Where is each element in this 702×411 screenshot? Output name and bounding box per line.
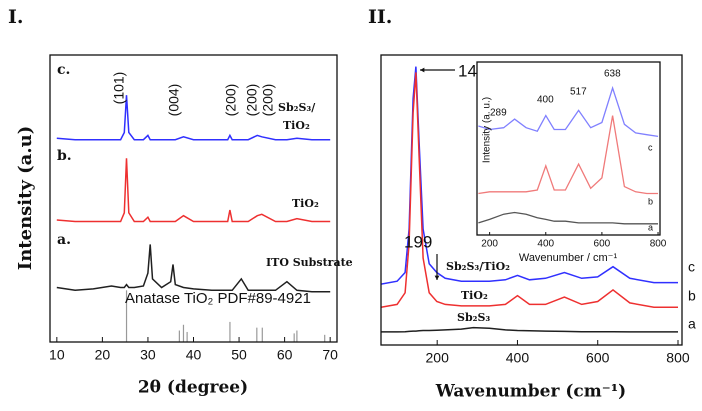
annotation: TiO₂	[283, 119, 310, 132]
x-tick-label: 200	[426, 350, 450, 366]
panel-label: II.	[368, 6, 392, 28]
x-tick-label: 400	[537, 239, 554, 250]
x-tick-label: 50	[231, 347, 247, 363]
series-line	[380, 66, 678, 285]
y-axis-label: Intensity (a. u.)	[482, 97, 493, 163]
annotation: 517	[570, 87, 587, 98]
series-label: a	[688, 316, 696, 332]
x-tick-label: 40	[186, 347, 202, 363]
arrow-head	[434, 275, 440, 280]
series-label: a	[648, 222, 653, 232]
annotation: Sb₂S₃/	[278, 101, 316, 114]
x-tick-label: 20	[95, 347, 111, 363]
y-axis-label: Intensity (a.u)	[15, 126, 36, 270]
x-tick-label: 10	[49, 347, 65, 363]
annotation: (004)	[166, 84, 182, 117]
annotation: Sb₂S₃	[457, 311, 490, 324]
series-label: c.	[57, 62, 70, 78]
series-label: b	[648, 196, 653, 206]
annotation: TiO₂	[292, 197, 319, 210]
series-line	[56, 244, 331, 293]
x-tick-label: 200	[481, 239, 498, 250]
annotation: (200)	[223, 84, 239, 117]
panel-label: I.	[8, 6, 24, 28]
annotation: (101)	[111, 72, 127, 105]
x-tick-label: 600	[586, 350, 610, 366]
reference-label: Anatase TiO₂ PDF#89-4921	[125, 290, 311, 307]
annotation: TiO₂	[461, 289, 488, 302]
series-label: b	[688, 288, 696, 304]
x-axis-label: Wavenumber / cm⁻¹	[519, 252, 618, 264]
series-line	[478, 85, 659, 138]
arrow-head	[420, 67, 425, 73]
plot-frame	[380, 54, 683, 346]
annotation: (200)	[260, 84, 276, 117]
series-label: c	[688, 259, 695, 275]
plot-frame	[476, 61, 661, 236]
x-axis-label: 2θ (degree)	[138, 378, 248, 398]
x-tick-label: 800	[666, 350, 690, 366]
x-tick-label: 800	[650, 239, 667, 250]
series-line	[56, 158, 331, 223]
annotation: 289	[490, 108, 507, 119]
series-line	[56, 95, 331, 141]
series-line	[478, 211, 658, 225]
series-label: b.	[57, 148, 72, 164]
annotation: 199	[404, 232, 432, 251]
annotation: ITO Substrate	[266, 256, 353, 269]
inset-background	[477, 62, 660, 235]
series-line	[381, 326, 678, 333]
x-tick-label: 400	[506, 350, 530, 366]
x-tick-label: 60	[277, 347, 293, 363]
series-line	[380, 72, 678, 309]
plot-frame	[49, 54, 338, 343]
annotation: 638	[604, 69, 621, 80]
series-label: a.	[57, 232, 71, 248]
annotation: Sb₂S₃/TiO₂	[446, 260, 510, 273]
x-tick-label: 600	[594, 239, 611, 250]
series-line	[478, 115, 658, 195]
x-tick-label: 70	[322, 347, 338, 363]
annotation: 400	[537, 95, 554, 106]
series-label: c	[648, 142, 653, 152]
annotation: (200)	[244, 84, 260, 117]
x-tick-label: 30	[140, 347, 156, 363]
x-axis-label: Wavenumber (cm⁻¹)	[435, 382, 626, 402]
